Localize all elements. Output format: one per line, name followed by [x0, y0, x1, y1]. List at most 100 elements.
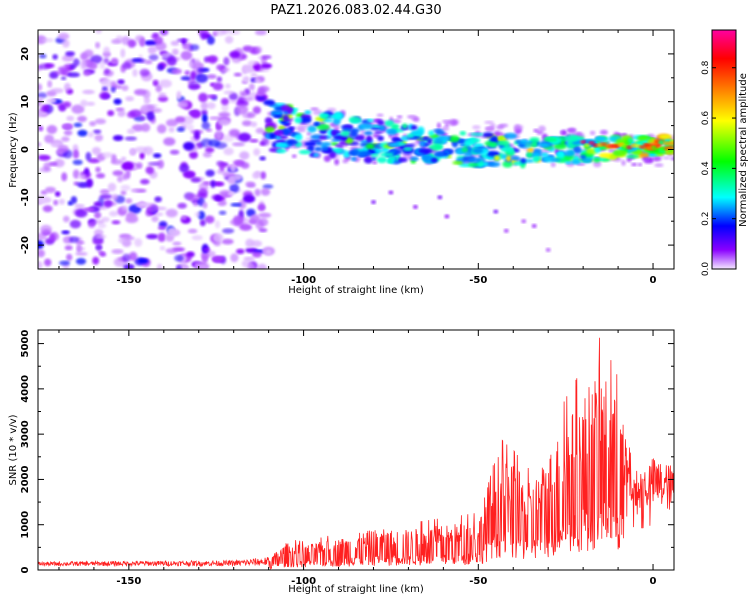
heatmap-cell	[299, 117, 312, 124]
heatmap-cell	[323, 118, 334, 123]
heatmap-cell	[428, 143, 443, 151]
heatmap-cell	[557, 152, 565, 159]
colorbar-tick-label: 0.2	[701, 212, 711, 226]
heatmap-cell	[84, 167, 90, 175]
snr-x-tick-label: 0	[650, 576, 657, 587]
heatmap-cell	[312, 109, 323, 116]
heatmap-cell	[387, 159, 393, 164]
heatmap-cell	[486, 150, 500, 157]
heatmap-cell	[95, 30, 102, 34]
snr-x-tick-label: -50	[469, 576, 487, 587]
heatmap-cell	[291, 154, 297, 158]
heatmap-cell	[410, 124, 418, 131]
heatmap-cell	[205, 128, 213, 132]
heatmap-cell	[651, 156, 662, 162]
heatmap-cell	[242, 97, 253, 102]
heatmap-cell	[110, 57, 119, 65]
heatmap-cell	[222, 228, 235, 234]
heatmap-cell	[205, 147, 215, 153]
heatmap-cell	[536, 130, 543, 135]
heatmap-cell	[111, 249, 124, 254]
heatmap-cell	[111, 220, 121, 225]
heatmap-cell	[197, 67, 205, 73]
heatmap-cell	[258, 212, 272, 218]
heatmap-cell	[155, 84, 162, 93]
spectrogram-x-axis: -150 -100 -50 0	[58, 30, 657, 286]
heatmap-cell	[165, 119, 179, 127]
heatmap-cell	[500, 147, 514, 153]
snr-panel: -150 -100 -50 0 0 1000 2000 3000 4000 5000 Heigh…	[8, 329, 675, 595]
heatmap-cell	[470, 132, 484, 136]
heatmap-cell	[57, 66, 71, 73]
heatmap-cell	[304, 110, 312, 115]
heatmap-cell	[63, 130, 73, 136]
heatmap-cell	[42, 205, 53, 213]
heatmap-cell	[58, 198, 65, 205]
heatmap-cell	[222, 134, 235, 142]
heatmap-cell	[129, 109, 143, 118]
heatmap-cell	[128, 251, 138, 261]
heatmap-cell	[485, 126, 494, 131]
heatmap-cell	[108, 210, 119, 217]
heatmap-cell	[298, 149, 311, 155]
heatmap-cell	[139, 116, 146, 121]
snr-series-line	[38, 337, 674, 570]
heatmap-cell	[89, 121, 97, 127]
heatmap-cell	[260, 171, 267, 180]
heatmap-cell	[323, 155, 331, 163]
heatmap-cell	[219, 161, 225, 172]
heatmap-cell	[146, 233, 159, 240]
heatmap-cell	[201, 109, 208, 116]
snr-y-tick-label: 2000	[20, 465, 31, 493]
heatmap-cell	[663, 141, 674, 146]
heatmap-cell	[433, 128, 443, 133]
heatmap-cell	[512, 161, 523, 166]
heatmap-cell	[553, 143, 567, 150]
heatmap-cell	[176, 90, 182, 100]
heatmap-cell	[294, 117, 303, 124]
heatmap-cell	[223, 147, 234, 156]
heatmap-cell	[257, 203, 266, 212]
heatmap-cell	[170, 40, 180, 46]
heatmap-cell	[139, 37, 146, 47]
heatmap-cell	[193, 130, 201, 140]
heatmap-cell	[307, 145, 315, 152]
heatmap-cell	[444, 214, 450, 219]
heatmap-cell	[504, 132, 517, 140]
snr-y-tick-label: 3000	[20, 420, 31, 448]
heatmap-cell	[201, 121, 211, 130]
heatmap-cell	[145, 166, 155, 175]
heatmap-cell	[38, 249, 45, 258]
heatmap-cell	[655, 144, 662, 148]
heatmap-cell	[195, 264, 206, 269]
spectrogram-y-tick-label: 20	[20, 47, 31, 61]
heatmap-cell	[242, 45, 253, 52]
colorbar: 0.0 0.2 0.4 0.6 0.8 Normalized spectral ampl…	[701, 29, 749, 276]
heatmap-cell	[461, 147, 469, 153]
heatmap-cell	[364, 131, 373, 136]
heatmap-cell	[510, 156, 521, 161]
heatmap-cell	[49, 233, 56, 242]
heatmap-cell	[238, 199, 247, 210]
heatmap-cell	[102, 86, 108, 91]
heatmap-cell	[245, 181, 256, 187]
heatmap-cell	[287, 139, 298, 145]
heatmap-cell	[307, 125, 317, 133]
heatmap-cell	[48, 161, 58, 167]
heatmap-cell	[319, 135, 328, 140]
heatmap-cell	[334, 158, 340, 166]
heatmap-cell	[388, 190, 394, 195]
heatmap-cell	[350, 148, 360, 156]
heatmap-cell	[146, 105, 156, 110]
heatmap-cell	[254, 188, 261, 197]
heatmap-cell	[217, 200, 227, 207]
heatmap-cell	[59, 260, 71, 266]
heatmap-cell	[423, 136, 429, 141]
heatmap-cell	[658, 134, 672, 139]
heatmap-cell	[463, 151, 473, 157]
heatmap-cell	[161, 52, 171, 57]
heatmap-cell	[57, 32, 70, 40]
heatmap-cell	[151, 215, 159, 223]
heatmap-cell	[77, 115, 87, 123]
